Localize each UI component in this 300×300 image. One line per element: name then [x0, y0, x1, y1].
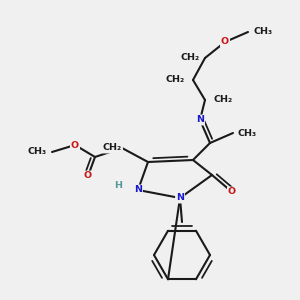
Text: O: O [71, 140, 79, 149]
Text: CH₃: CH₃ [238, 128, 257, 137]
Text: CH₂: CH₂ [181, 53, 200, 62]
Text: N: N [196, 116, 204, 124]
Text: CH₃: CH₃ [28, 148, 47, 157]
Text: N: N [134, 185, 142, 194]
Text: CH₂: CH₂ [166, 76, 185, 85]
Text: O: O [84, 172, 92, 181]
Text: CH₂: CH₂ [103, 143, 122, 152]
Text: H: H [114, 182, 122, 190]
Text: O: O [221, 38, 229, 46]
Text: N: N [176, 194, 184, 202]
Text: O: O [228, 188, 236, 196]
Text: CH₂: CH₂ [213, 95, 232, 104]
Text: CH₃: CH₃ [253, 28, 272, 37]
